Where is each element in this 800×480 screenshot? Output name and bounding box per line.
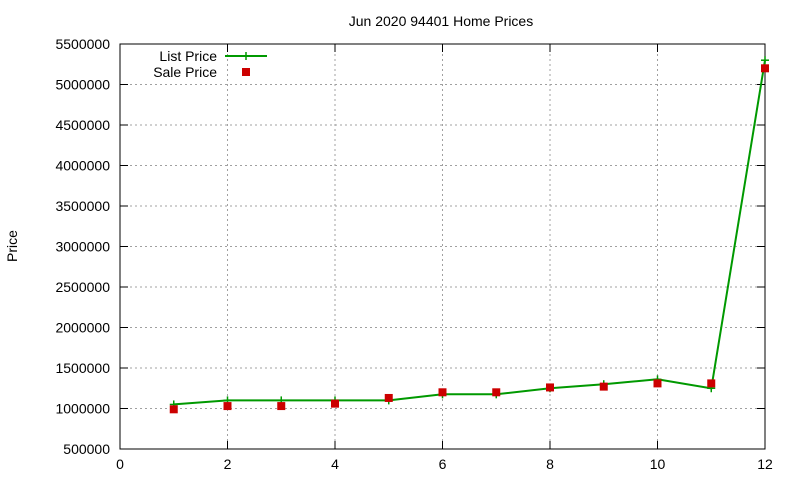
sale-price-point bbox=[761, 64, 769, 73]
x-tick-label: 6 bbox=[439, 456, 447, 472]
axis-ticks: 500000 1000000 1500000 2000000 2500000 300000… bbox=[55, 36, 773, 472]
y-tick-label: 4000000 bbox=[55, 158, 110, 174]
sale-price-point bbox=[384, 393, 393, 402]
x-tick-label: 8 bbox=[546, 456, 554, 472]
series bbox=[169, 56, 769, 414]
legend-swatch-square bbox=[242, 68, 250, 76]
sale-price-point bbox=[599, 382, 608, 391]
y-tick-label: 5500000 bbox=[55, 36, 110, 52]
y-tick-label: 500000 bbox=[63, 441, 110, 457]
y-tick-label: 1000000 bbox=[55, 401, 110, 417]
x-tick-label: 12 bbox=[757, 456, 773, 472]
sale-price-point bbox=[546, 383, 554, 392]
sale-price-point bbox=[438, 388, 447, 397]
y-axis-label: Price bbox=[4, 230, 20, 262]
sale-price-point bbox=[707, 379, 716, 388]
y-tick-label: 2500000 bbox=[55, 279, 110, 295]
x-tick-label: 10 bbox=[650, 456, 666, 472]
x-tick-label: 0 bbox=[116, 456, 124, 472]
y-tick-label: 4500000 bbox=[55, 117, 110, 133]
sale-price-point bbox=[169, 405, 178, 414]
sale-price-point bbox=[653, 379, 662, 388]
y-tick-label: 5000000 bbox=[55, 77, 110, 93]
sale-price-point bbox=[277, 402, 286, 411]
legend-label: List Price bbox=[159, 48, 217, 64]
y-tick-label: 1500000 bbox=[55, 360, 110, 376]
sale-price-point bbox=[331, 399, 339, 408]
plot-frame bbox=[119, 43, 766, 450]
y-tick-label: 3000000 bbox=[55, 239, 110, 255]
list-price-line bbox=[173, 60, 766, 406]
list-price-point bbox=[761, 56, 769, 65]
y-tick-label: 3500000 bbox=[55, 198, 110, 214]
x-tick-label: 4 bbox=[331, 456, 339, 472]
x-tick-label: 2 bbox=[224, 456, 232, 472]
legend-label: Sale Price bbox=[153, 64, 217, 80]
chart-title: Jun 2020 94401 Home Prices bbox=[349, 13, 533, 29]
sale-price-point bbox=[492, 388, 501, 397]
legend-swatch-plus bbox=[242, 52, 250, 60]
grid bbox=[120, 44, 765, 449]
sale-price-point bbox=[223, 402, 232, 411]
y-tick-label: 2000000 bbox=[55, 320, 110, 336]
